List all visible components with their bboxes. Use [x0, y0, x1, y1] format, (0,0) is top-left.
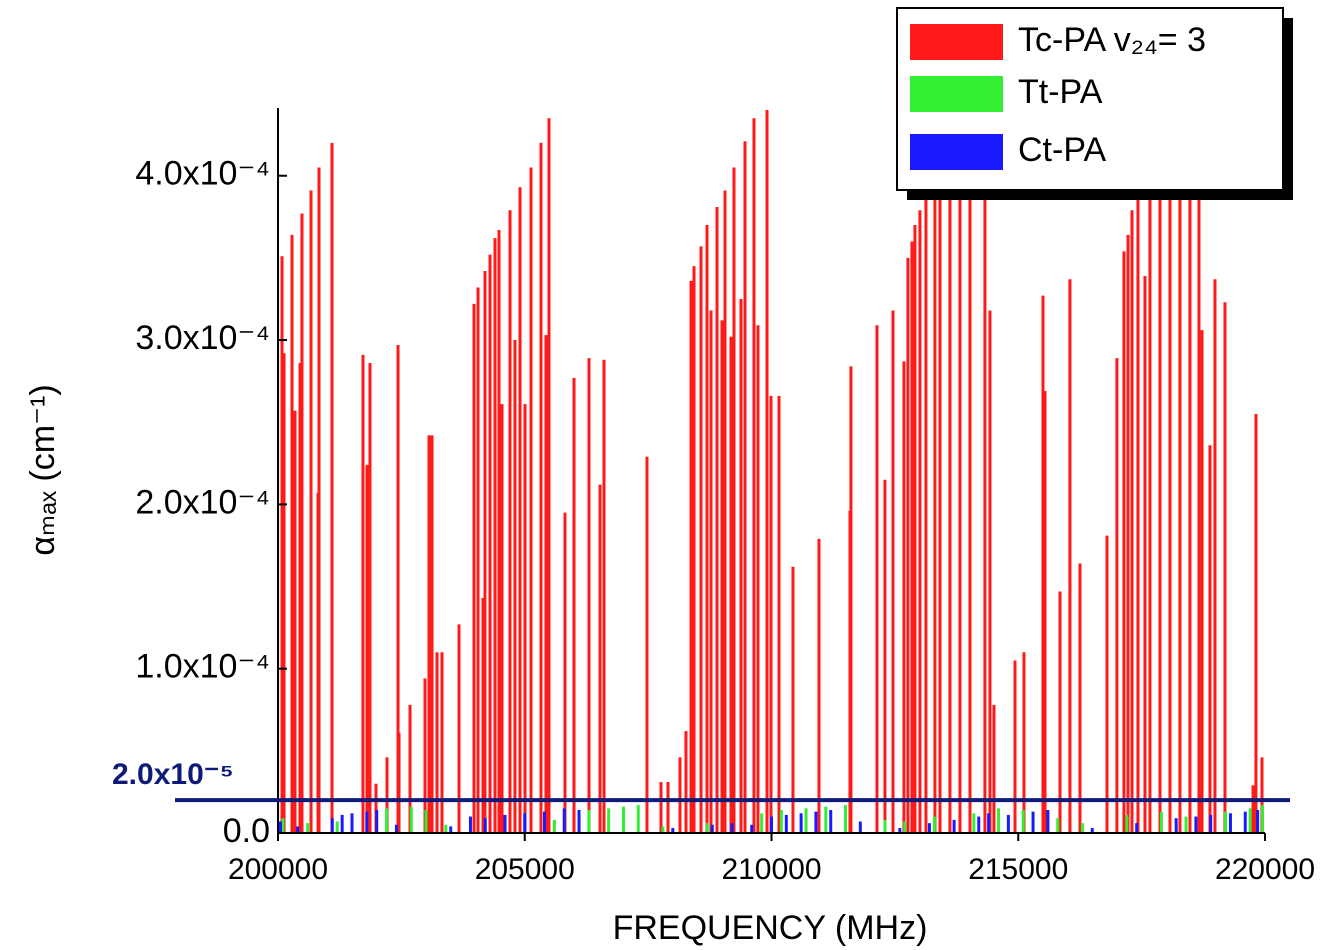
legend-swatch	[910, 76, 1003, 112]
x-tick-label: 215000	[968, 853, 1068, 886]
legend-label: Ct-PA	[1018, 131, 1106, 169]
legend-label: Tt-PA	[1018, 73, 1103, 111]
x-tick-label: 210000	[721, 853, 821, 886]
y-tick-label: 0.0	[223, 812, 270, 850]
x-tick-label: 205000	[475, 853, 575, 886]
y-tick-label: 4.0x10⁻⁴	[135, 155, 270, 193]
x-tick-label: 220000	[1215, 853, 1315, 886]
x-tick-label: 200000	[228, 853, 328, 886]
y-tick-label: 3.0x10⁻⁴	[135, 319, 270, 357]
legend-label: Tc-PA v₂₄= 3	[1018, 21, 1206, 59]
y-axis-label: αₘₐₓ (cm⁻¹)	[24, 384, 62, 555]
x-axis-label: FREQUENCY (MHz)	[613, 909, 928, 947]
y-tick-label: 1.0x10⁻⁴	[135, 648, 270, 686]
legend-swatch	[910, 24, 1003, 60]
legend-swatch	[910, 134, 1003, 170]
y-tick-label: 2.0x10⁻⁴	[135, 483, 270, 521]
threshold-label: 2.0x10⁻⁵	[112, 758, 234, 791]
